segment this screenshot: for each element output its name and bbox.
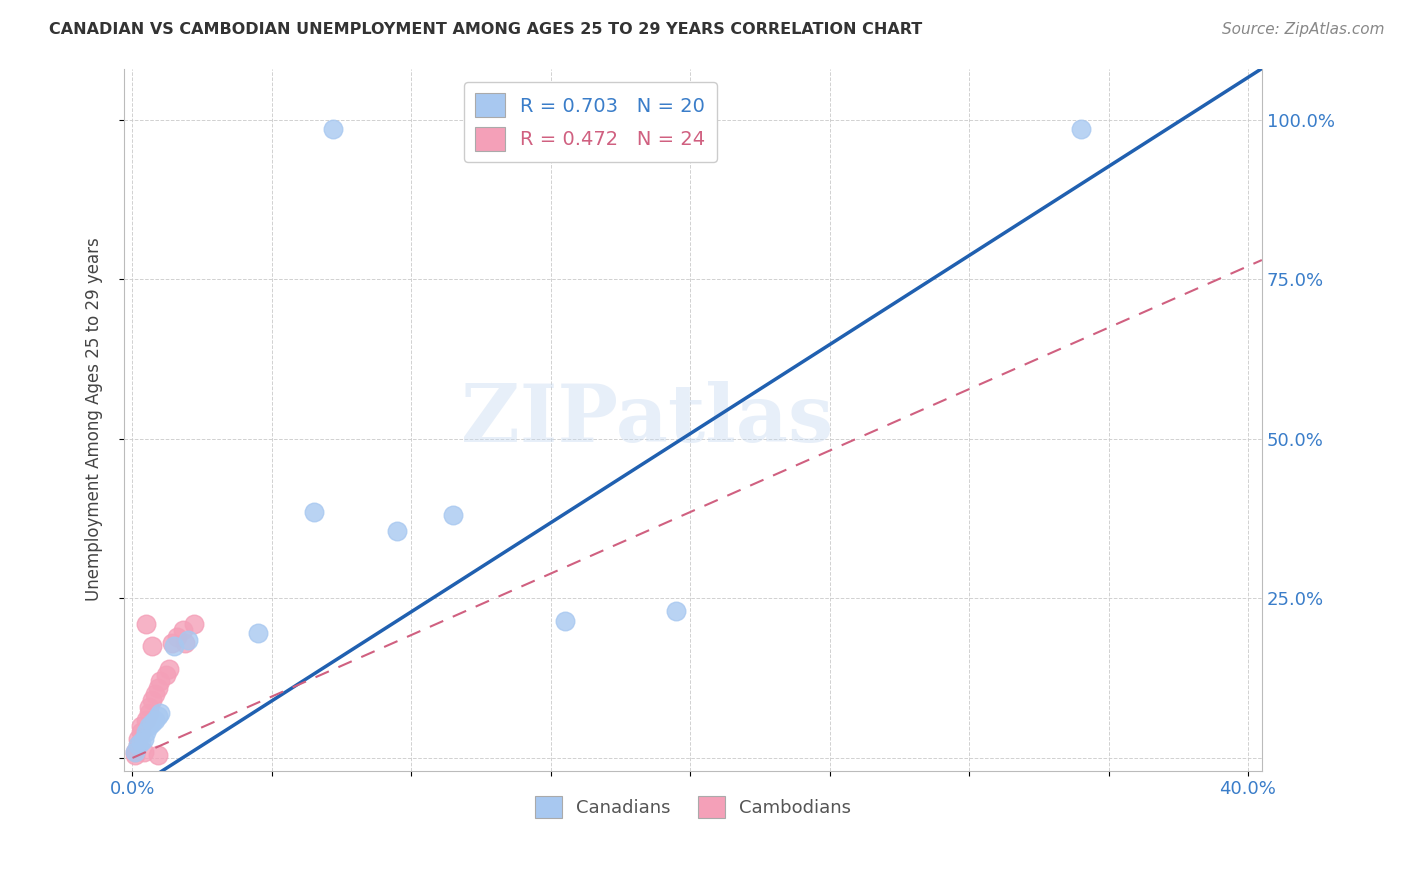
Point bbox=[141, 639, 163, 653]
Point bbox=[322, 122, 344, 136]
Point bbox=[149, 674, 172, 689]
Point bbox=[124, 745, 146, 759]
Point bbox=[124, 747, 146, 762]
Point bbox=[138, 699, 160, 714]
Point bbox=[146, 709, 169, 723]
Point bbox=[157, 662, 180, 676]
Point bbox=[174, 636, 197, 650]
Point bbox=[177, 632, 200, 647]
Point bbox=[141, 693, 163, 707]
Point bbox=[143, 713, 166, 727]
Point bbox=[554, 614, 576, 628]
Point bbox=[132, 745, 155, 759]
Point bbox=[163, 639, 186, 653]
Point bbox=[132, 731, 155, 746]
Point bbox=[146, 681, 169, 695]
Point bbox=[172, 624, 194, 638]
Point bbox=[146, 747, 169, 762]
Text: Source: ZipAtlas.com: Source: ZipAtlas.com bbox=[1222, 22, 1385, 37]
Point bbox=[183, 616, 205, 631]
Point bbox=[143, 687, 166, 701]
Point bbox=[135, 713, 157, 727]
Point bbox=[387, 524, 409, 539]
Point bbox=[149, 706, 172, 721]
Point bbox=[155, 668, 177, 682]
Text: ZIPatlas: ZIPatlas bbox=[461, 381, 834, 458]
Point bbox=[129, 719, 152, 733]
Point bbox=[127, 731, 149, 746]
Point bbox=[135, 725, 157, 739]
Point bbox=[441, 508, 464, 523]
Legend: Canadians, Cambodians: Canadians, Cambodians bbox=[527, 789, 859, 825]
Point bbox=[124, 745, 146, 759]
Point bbox=[135, 616, 157, 631]
Point bbox=[160, 636, 183, 650]
Y-axis label: Unemployment Among Ages 25 to 29 years: Unemployment Among Ages 25 to 29 years bbox=[86, 238, 103, 601]
Point bbox=[302, 505, 325, 519]
Point bbox=[246, 626, 269, 640]
Point bbox=[141, 715, 163, 730]
Point bbox=[1070, 122, 1092, 136]
Point bbox=[138, 719, 160, 733]
Point bbox=[127, 738, 149, 752]
Point bbox=[138, 706, 160, 721]
Point bbox=[127, 738, 149, 752]
Point bbox=[129, 725, 152, 739]
Point bbox=[166, 630, 188, 644]
Point bbox=[665, 604, 688, 618]
Text: CANADIAN VS CAMBODIAN UNEMPLOYMENT AMONG AGES 25 TO 29 YEARS CORRELATION CHART: CANADIAN VS CAMBODIAN UNEMPLOYMENT AMONG… bbox=[49, 22, 922, 37]
Point bbox=[129, 735, 152, 749]
